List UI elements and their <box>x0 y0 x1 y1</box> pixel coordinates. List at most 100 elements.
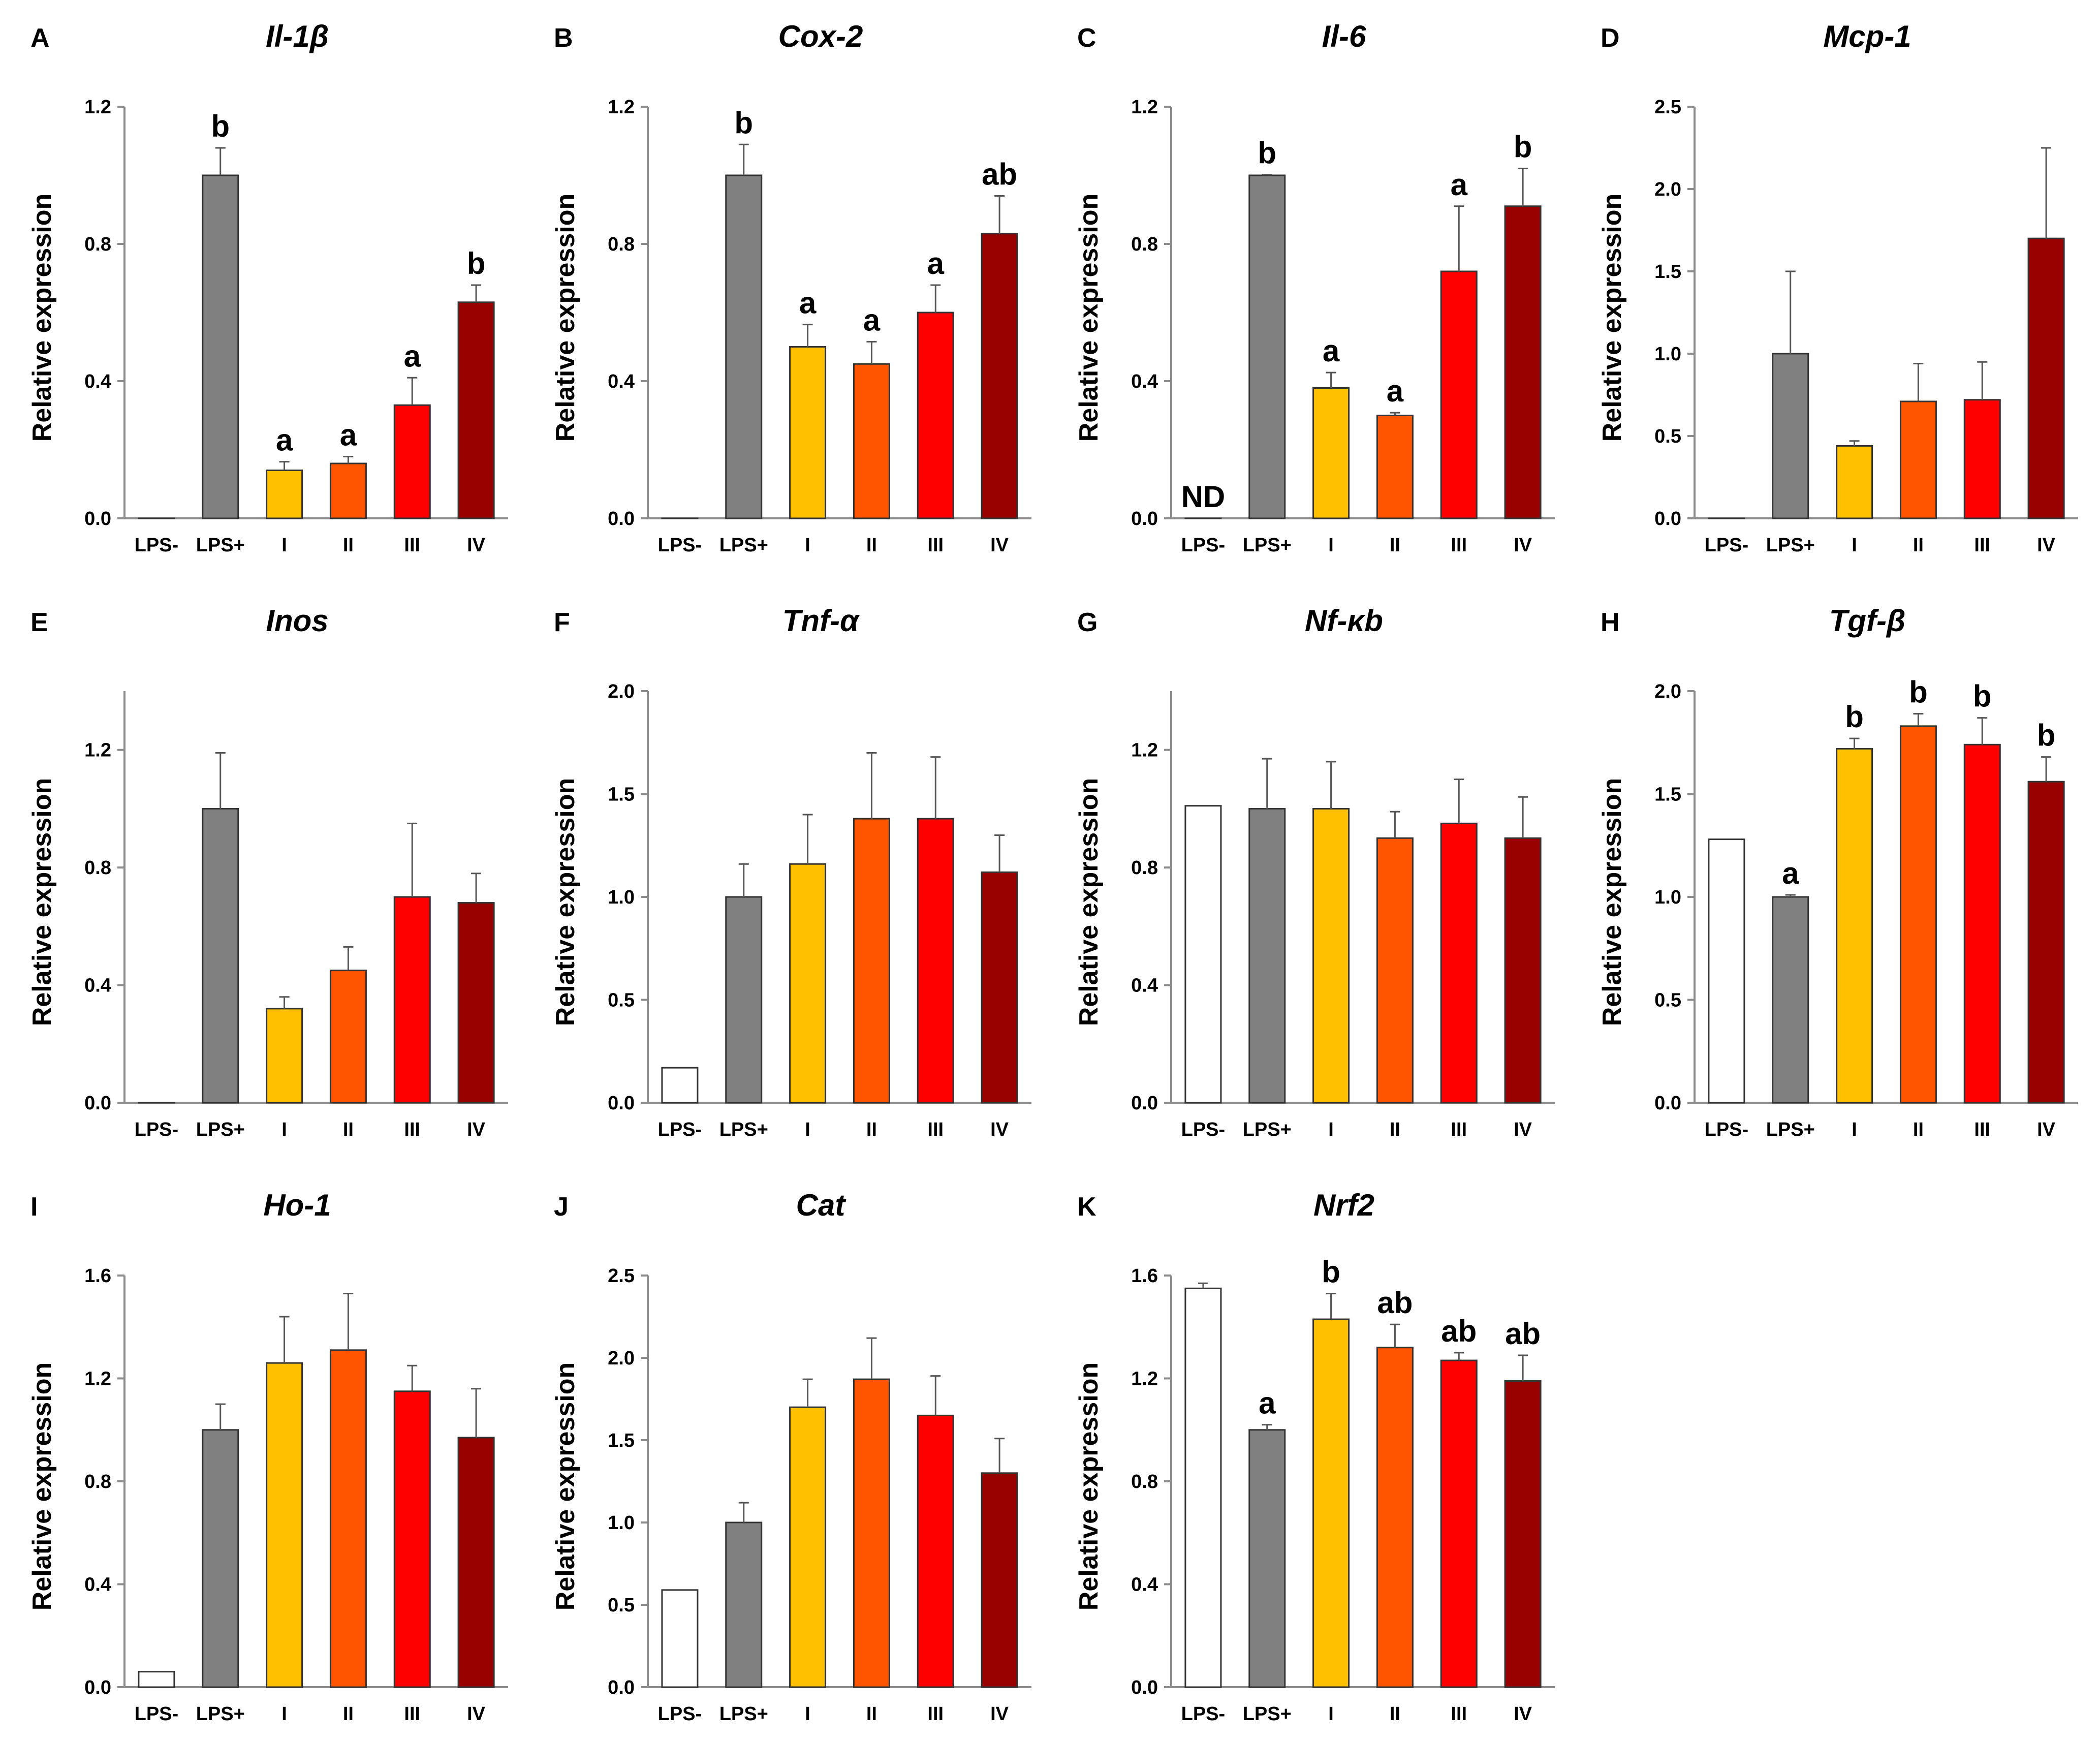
x-category-label: LPS+ <box>719 535 768 556</box>
x-category-label: III <box>404 1119 420 1140</box>
significance-label: a <box>799 286 817 320</box>
x-category-label: LPS- <box>1181 535 1226 556</box>
x-category-label: I <box>1328 535 1334 556</box>
x-category-label: LPS- <box>658 1703 702 1725</box>
x-category-label: II <box>1913 1119 1924 1140</box>
bar <box>1504 1380 1542 1688</box>
bar <box>1963 743 2001 1104</box>
x-category-label: LPS+ <box>1766 535 1815 556</box>
significance-label: ab <box>982 158 1017 192</box>
bar <box>1312 1318 1350 1688</box>
y-axis-title: Relative expression <box>1597 778 1627 1026</box>
x-category-label: IV <box>990 1119 1009 1140</box>
error-bar <box>343 946 354 971</box>
x-category-label: I <box>805 1119 810 1140</box>
chart-panel-b: B Cox-2 Relative expression 0.0 0.4 0.8 1.2 LPS… <box>551 19 1031 556</box>
significance-label: b <box>2037 719 2056 753</box>
bar <box>1899 400 1937 519</box>
bar <box>329 1349 367 1688</box>
y-tick-label: 0.0 <box>608 1677 635 1698</box>
y-tick-label: 2.5 <box>1654 97 1681 118</box>
chart-panel-g: G Nf-κb Relative expression 0.0 0.4 0.8 1.2 LPS… <box>1074 604 1555 1140</box>
bar <box>1184 805 1222 1104</box>
bar <box>1312 387 1350 519</box>
bar <box>725 1521 763 1688</box>
panel-title: Nrf2 <box>1313 1188 1374 1222</box>
bar <box>789 1406 827 1688</box>
bar <box>202 1429 239 1688</box>
x-category-label: I <box>281 1119 287 1140</box>
bar <box>1312 807 1350 1104</box>
x-category-label: IV <box>1514 1703 1532 1725</box>
panel-title: Tnf-α <box>782 604 860 638</box>
x-category-label: LPS- <box>658 1119 702 1140</box>
bar <box>1248 807 1286 1104</box>
significance-label: b <box>1514 130 1532 164</box>
error-bar <box>279 996 290 1009</box>
x-category-label: LPS+ <box>196 535 245 556</box>
error-bar <box>1785 270 1796 354</box>
error-bar <box>802 324 813 347</box>
y-tick-label: 0.8 <box>1131 1471 1158 1493</box>
bar <box>1248 1429 1286 1688</box>
x-category-label: II <box>866 1119 877 1140</box>
error-bar <box>994 834 1005 873</box>
x-category-label: LPS- <box>135 535 179 556</box>
x-category-label: LPS- <box>135 1703 179 1725</box>
error-bar <box>471 1388 482 1438</box>
significance-label: b <box>1258 136 1276 170</box>
error-bar <box>1454 205 1464 271</box>
y-tick-label: 1.0 <box>608 1512 635 1534</box>
x-category-label: II <box>1390 1119 1400 1140</box>
y-tick-label: 1.2 <box>1131 740 1158 761</box>
error-bar <box>1913 713 1924 726</box>
x-category-label: IV <box>990 1703 1009 1725</box>
y-tick-label: 0.4 <box>84 1574 111 1596</box>
x-category-label: LPS- <box>1705 535 1749 556</box>
error-bar <box>1849 440 1860 446</box>
bar <box>266 470 303 519</box>
error-bar <box>471 873 482 903</box>
significance-label: ND <box>1181 480 1226 514</box>
x-category-label: III <box>404 1703 420 1725</box>
y-axis-title: Relative expression <box>27 194 57 442</box>
y-tick-label: 0.0 <box>1654 1093 1681 1114</box>
y-tick-label: 2.0 <box>1654 681 1681 702</box>
y-tick-label: 0.8 <box>1131 857 1158 879</box>
bar <box>1504 205 1542 519</box>
bar <box>1899 725 1937 1104</box>
y-tick-label: 0.0 <box>1654 508 1681 530</box>
error-bar <box>930 1375 941 1416</box>
x-category-label: II <box>343 1703 354 1725</box>
panel-title: Ho-1 <box>263 1188 331 1222</box>
y-tick-label: 2.0 <box>1654 179 1681 200</box>
error-bar <box>802 814 813 864</box>
bar <box>853 818 890 1104</box>
bar <box>981 871 1018 1104</box>
error-bar <box>1518 796 1528 838</box>
y-tick-label: 0.8 <box>84 234 111 255</box>
panel-title: Cat <box>796 1188 847 1222</box>
error-bar <box>930 756 941 819</box>
bar <box>661 1067 699 1104</box>
x-category-label: LPS+ <box>719 1703 768 1725</box>
y-tick-label: 0.0 <box>1131 1677 1158 1698</box>
error-bar <box>2041 147 2052 239</box>
y-tick-label: 0.4 <box>84 371 111 392</box>
y-axis-title: Relative expression <box>551 778 580 1026</box>
error-bar <box>1262 1424 1272 1430</box>
bar <box>981 1472 1018 1688</box>
significance-label: a <box>1323 334 1340 368</box>
error-bar <box>407 1364 418 1391</box>
y-tick-label: 2.5 <box>608 1265 635 1287</box>
bar <box>266 1008 303 1104</box>
bar <box>917 312 954 519</box>
error-bar <box>930 284 941 313</box>
x-category-label: II <box>1390 1703 1400 1725</box>
bar <box>2027 781 2065 1104</box>
y-axis-title: Relative expression <box>1597 194 1627 442</box>
bar <box>393 404 431 519</box>
significance-label: a <box>863 303 881 337</box>
x-category-label: III <box>1451 1119 1467 1140</box>
y-axis-title: Relative expression <box>27 1362 57 1610</box>
